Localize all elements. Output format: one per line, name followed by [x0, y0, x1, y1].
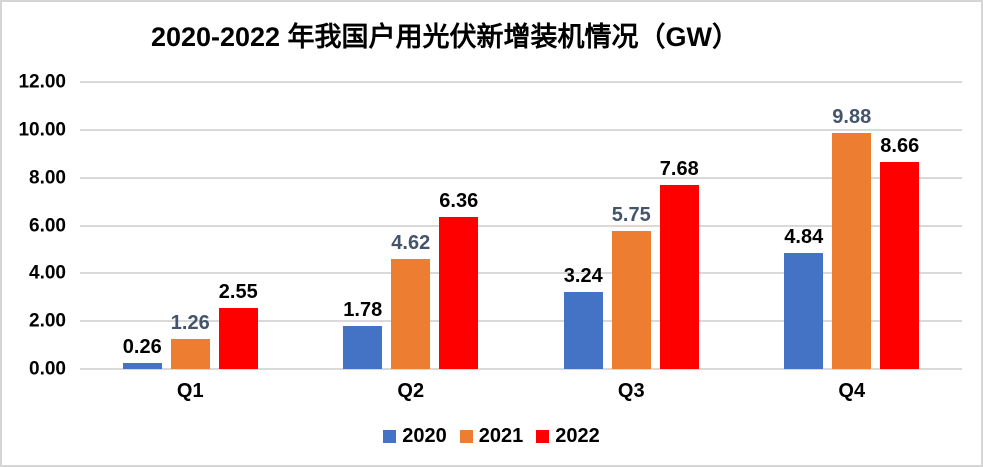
chart-title: 2020-2022 年我国户用光伏新增装机情况（GW） [150, 22, 740, 52]
bar-2020-q3 [563, 291, 603, 369]
gridline [80, 81, 962, 83]
bar-group-q4: 4.84 9.88 8.66 [742, 82, 963, 369]
legend-swatch-2022 [536, 429, 550, 443]
bar-2021-q3 [611, 231, 651, 369]
legend-label-2022: 2022 [555, 425, 600, 447]
bar-with-label: 8.66 [880, 82, 920, 369]
bar-2022-q1 [218, 308, 258, 369]
y-axis-tick-labels: 0.00 2.00 4.00 6.00 8.00 10.00 12.00 [2, 73, 66, 379]
bar-with-label: 2.55 [218, 82, 258, 369]
bar-with-label: 6.36 [439, 82, 479, 369]
category-label-q3: Q3 [617, 380, 645, 402]
bar-with-label: 4.62 [391, 82, 431, 369]
bar-groups: 0.26 1.26 2.55 1.78 4.62 6.36 3.24 5.75 7.68 4.84… [80, 82, 962, 369]
bar-with-label: 7.68 [659, 82, 699, 369]
y-tick-label: 8.00 [29, 167, 66, 189]
bar-value-label: 1.78 [343, 299, 383, 322]
gridline [80, 176, 962, 179]
legend-label-2020: 2020 [402, 425, 447, 447]
bar-value-label: 2.55 [218, 281, 258, 304]
y-tick-label: 6.00 [29, 215, 66, 236]
gridline [80, 272, 962, 275]
bar-with-label: 0.26 [122, 82, 162, 369]
legend-swatch-2021 [459, 429, 473, 443]
bar-group-q2: 1.78 4.62 6.36 [301, 82, 522, 369]
y-tick-label: 10.00 [18, 119, 66, 141]
legend-item-2022: 2022 [536, 426, 600, 446]
y-tick-label: 12.00 [18, 71, 66, 93]
gridline [80, 320, 962, 323]
gridline [80, 128, 962, 131]
bar-2022-q3 [659, 185, 699, 369]
bar-with-label: 4.84 [784, 82, 824, 369]
bar-value-label: 0.26 [122, 335, 162, 358]
bar-2020-q1 [122, 362, 162, 369]
bar-value-label: 5.75 [611, 204, 651, 227]
bar-group-q1: 0.26 1.26 2.55 [80, 82, 301, 369]
legend-item-2020: 2020 [383, 426, 447, 446]
bar-value-label: 4.62 [391, 231, 431, 254]
bar-value-label: 9.88 [832, 105, 872, 128]
bar-with-label: 3.24 [563, 82, 603, 369]
category-label-q4: Q4 [838, 380, 866, 402]
bar-2021-q2 [391, 258, 431, 369]
legend-label-2021: 2021 [478, 425, 524, 447]
bar-2020-q2 [343, 326, 383, 369]
bar-group-q3: 3.24 5.75 7.68 [521, 82, 742, 369]
bar-2022-q2 [439, 216, 479, 369]
bar-with-label: 9.88 [832, 82, 872, 369]
legend-swatch-2020 [383, 429, 397, 443]
bar-2020-q4 [784, 253, 824, 369]
plot-area: 0.26 1.26 2.55 1.78 4.62 6.36 3.24 5.75 7.68 4.84… [80, 81, 962, 370]
bar-2021-q1 [170, 338, 210, 369]
gridline [80, 368, 962, 370]
bar-with-label: 1.26 [170, 82, 210, 369]
y-tick-label: 2.00 [29, 310, 66, 332]
bar-value-label: 6.36 [439, 189, 479, 212]
bar-value-label: 4.84 [784, 226, 824, 249]
y-tick-label: 4.00 [29, 262, 66, 284]
x-axis-category-labels: Q1 Q2 Q3 Q4 [80, 380, 962, 403]
bar-value-label: 1.26 [170, 311, 210, 334]
y-tick-label: 0.00 [29, 358, 66, 380]
category-label-q1: Q1 [176, 380, 204, 402]
legend: 2020 2021 2022 [2, 426, 981, 446]
legend-item-2021: 2021 [459, 425, 524, 447]
bar-value-label: 8.66 [880, 134, 920, 157]
gridline [80, 224, 962, 227]
bar-value-label: 7.68 [659, 158, 699, 181]
category-label-q2: Q2 [397, 380, 425, 402]
bar-2022-q4 [880, 161, 920, 369]
bar-2021-q4 [832, 132, 872, 369]
bar-with-label: 5.75 [611, 82, 651, 369]
bar-value-label: 3.24 [563, 264, 603, 287]
bar-with-label: 1.78 [343, 82, 383, 369]
